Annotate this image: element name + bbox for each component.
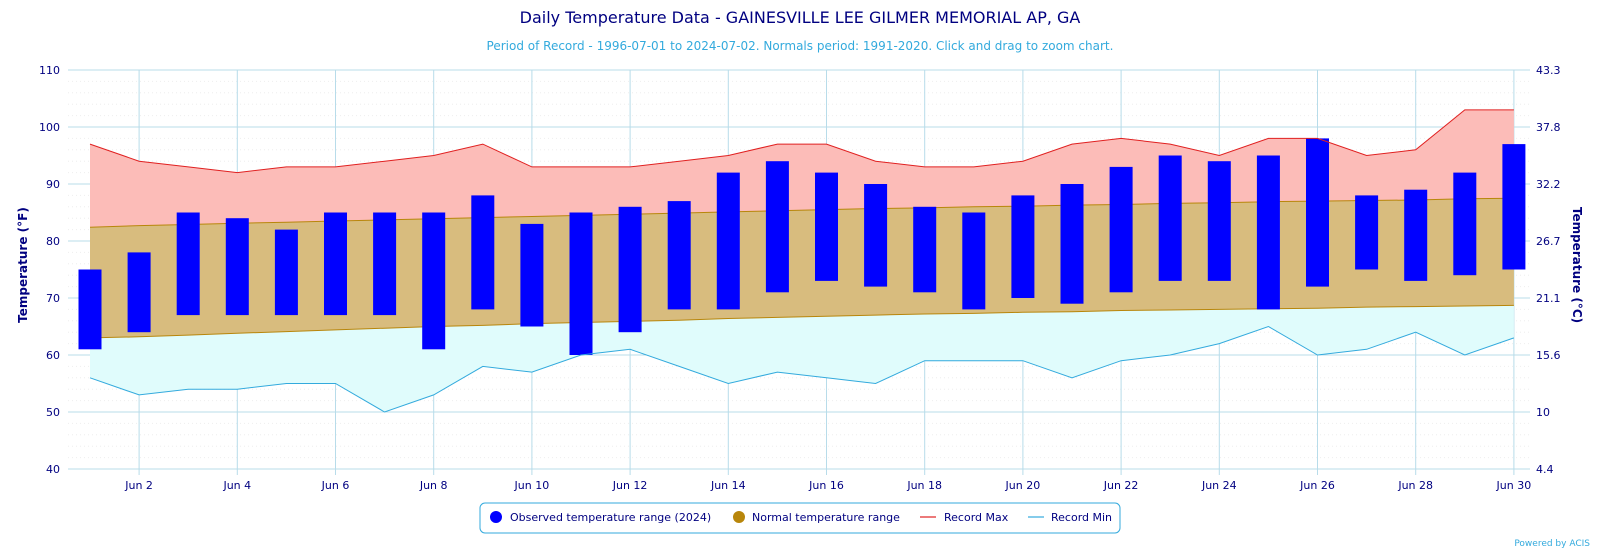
y-tick-right-label: 26.7 bbox=[1536, 235, 1561, 248]
x-tick-label: Jun 10 bbox=[514, 479, 550, 492]
legend-item-record-max[interactable]: Record Max bbox=[920, 511, 1009, 524]
observed-bar-jun-10[interactable] bbox=[520, 223, 544, 327]
observed-bar-jun-28[interactable] bbox=[1404, 189, 1428, 281]
observed-bar-jun-25[interactable] bbox=[1256, 155, 1280, 310]
record-min-band bbox=[90, 305, 1514, 412]
observed-bar-jun-20[interactable] bbox=[1011, 195, 1035, 298]
x-tick-label: Jun 6 bbox=[321, 479, 350, 492]
x-tick-label: Jun 24 bbox=[1201, 479, 1237, 492]
record-lines bbox=[89, 109, 1515, 413]
x-tick-label: Jun 28 bbox=[1397, 479, 1433, 492]
y-axis-left-ticks: 40 50 60 70 80 90 100 110 bbox=[39, 64, 60, 476]
observed-bar-jun-17[interactable] bbox=[864, 184, 888, 287]
observed-bar-jun-16[interactable] bbox=[815, 172, 838, 281]
legend[interactable]: Observed temperature range (2024) Normal… bbox=[479, 502, 1121, 534]
y-tick-left-label: 60 bbox=[46, 349, 60, 362]
observed-bar-jun-4[interactable] bbox=[225, 218, 249, 316]
x-tick-label: Jun 2 bbox=[124, 479, 153, 492]
observed-bar-jun-12[interactable] bbox=[618, 206, 642, 333]
y-tick-right-label: 32.2 bbox=[1536, 178, 1561, 191]
observed-bars[interactable] bbox=[78, 138, 1526, 356]
y-tick-right-label: 43.3 bbox=[1536, 64, 1561, 77]
legend-normal-marker bbox=[733, 511, 745, 523]
x-tick-label: Jun 20 bbox=[1005, 479, 1041, 492]
y-tick-left-label: 100 bbox=[39, 121, 60, 134]
observed-bar-jun-18[interactable] bbox=[913, 206, 937, 293]
y-axis-right-ticks: 4.4 10 15.6 21.1 26.7 32.2 37.8 43.3 bbox=[1536, 64, 1561, 476]
x-tick-label: Jun 22 bbox=[1103, 479, 1139, 492]
observed-bar-jun-8[interactable] bbox=[422, 212, 446, 350]
x-tick-label: Jun 16 bbox=[808, 479, 844, 492]
y-axis-right-title: Temperature (°C) bbox=[1570, 207, 1584, 323]
observed-bar-jun-11[interactable] bbox=[569, 212, 593, 356]
legend-normal-label: Normal temperature range bbox=[752, 511, 900, 524]
observed-bar-jun-24[interactable] bbox=[1207, 161, 1231, 281]
legend-observed-label: Observed temperature range (2024) bbox=[510, 511, 711, 524]
observed-bar-jun-29[interactable] bbox=[1453, 172, 1477, 276]
observed-bar-jun-22[interactable] bbox=[1109, 166, 1133, 293]
record-max-band bbox=[90, 109, 1514, 228]
y-tick-right-label: 4.4 bbox=[1536, 463, 1554, 476]
range-areas bbox=[89, 109, 1514, 412]
observed-bar-jun-5[interactable] bbox=[274, 229, 298, 316]
x-tick-label: Jun 8 bbox=[419, 479, 448, 492]
observed-bar-jun-14[interactable] bbox=[716, 172, 740, 310]
observed-bar-jun-9[interactable] bbox=[471, 195, 495, 310]
legend-box bbox=[479, 502, 1121, 534]
observed-bar-jun-27[interactable] bbox=[1355, 195, 1379, 270]
observed-bar-jun-21[interactable] bbox=[1060, 184, 1084, 304]
y-tick-left-label: 80 bbox=[46, 235, 60, 248]
y-tick-left-label: 90 bbox=[46, 178, 60, 191]
observed-bar-jun-15[interactable] bbox=[765, 161, 789, 293]
legend-observed-marker bbox=[490, 511, 502, 523]
x-tick-label: Jun 26 bbox=[1299, 479, 1335, 492]
x-tick-label: Jun 4 bbox=[222, 479, 251, 492]
observed-bar-jun-1[interactable] bbox=[78, 269, 102, 350]
y-tick-right-label: 37.8 bbox=[1536, 121, 1561, 134]
x-axis-ticks: Jun 2 Jun 4 Jun 6 Jun 8 Jun 10 Jun 12 Jun 14 Ju… bbox=[124, 469, 1531, 492]
legend-item-record-min[interactable]: Record Min bbox=[1028, 511, 1112, 524]
observed-bar-jun-23[interactable] bbox=[1158, 155, 1182, 281]
legend-item-normal[interactable]: Normal temperature range bbox=[733, 511, 900, 524]
y-tick-right-label: 15.6 bbox=[1536, 349, 1561, 362]
y-tick-left-label: 70 bbox=[46, 292, 60, 305]
normal-range-band bbox=[90, 198, 1514, 338]
observed-bar-jun-13[interactable] bbox=[667, 201, 691, 310]
observed-bar-jun-6[interactable] bbox=[324, 212, 347, 316]
observed-bar-jun-26[interactable] bbox=[1306, 138, 1329, 287]
y-tick-left-label: 50 bbox=[46, 406, 60, 419]
legend-record-max-label: Record Max bbox=[944, 511, 1009, 524]
x-tick-label: Jun 14 bbox=[710, 479, 746, 492]
observed-bar-jun-3[interactable] bbox=[176, 212, 200, 316]
x-tick-label: Jun 12 bbox=[612, 479, 648, 492]
legend-record-min-label: Record Min bbox=[1051, 511, 1112, 524]
observed-bar-jun-19[interactable] bbox=[962, 212, 986, 310]
x-tick-label: Jun 18 bbox=[906, 479, 942, 492]
record-max-line bbox=[89, 109, 1514, 174]
observed-bar-jun-30[interactable] bbox=[1502, 144, 1526, 270]
observed-bar-jun-2[interactable] bbox=[127, 252, 151, 333]
record-min-line bbox=[89, 325, 1515, 413]
chart-title: Daily Temperature Data - GAINESVILLE LEE… bbox=[520, 8, 1081, 27]
observed-bar-jun-7[interactable] bbox=[373, 212, 397, 316]
y-tick-left-label: 40 bbox=[46, 463, 60, 476]
chart-subtitle: Period of Record - 1996-07-01 to 2024-07… bbox=[487, 39, 1114, 53]
y-tick-right-label: 10 bbox=[1536, 406, 1550, 419]
x-tick-label: Jun 30 bbox=[1496, 479, 1532, 492]
y-tick-left-label: 110 bbox=[39, 64, 60, 77]
legend-item-observed[interactable]: Observed temperature range (2024) bbox=[490, 511, 711, 524]
y-axis-left-title: Temperature (°F) bbox=[16, 207, 30, 323]
y-tick-right-label: 21.1 bbox=[1536, 292, 1561, 305]
credit-link[interactable]: Powered by ACIS bbox=[1514, 539, 1590, 549]
